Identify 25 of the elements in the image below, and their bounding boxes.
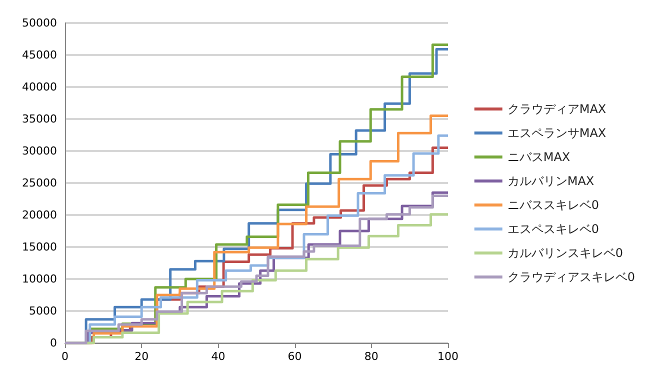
- legend-label: ニバスMAX: [507, 150, 570, 164]
- y-tick-label: 5000: [29, 304, 57, 318]
- y-tick-label: 15000: [22, 240, 57, 254]
- y-tick-label: 40000: [22, 80, 57, 94]
- x-tick-label: 80: [364, 350, 378, 363]
- y-tick-label: 35000: [22, 112, 57, 126]
- x-tick-label: 0: [62, 350, 68, 363]
- y-tick-label: 10000: [22, 272, 57, 286]
- y-tick-label: 0: [50, 336, 57, 350]
- legend-label: クラウディアMAX: [507, 102, 606, 116]
- legend-label: クラウディアスキレベ0: [507, 270, 636, 284]
- y-tick-label: 45000: [22, 48, 57, 62]
- x-tick-label: 60: [288, 350, 302, 363]
- y-tick-label: 50000: [22, 16, 57, 30]
- legend-label: エスペスキレベ0: [507, 222, 600, 236]
- y-tick-label: 25000: [22, 176, 57, 190]
- y-tick-label: 30000: [22, 144, 57, 158]
- legend-label: カルバリンMAX: [507, 174, 594, 188]
- x-tick-label: 100: [438, 350, 458, 363]
- x-tick-label: 20: [134, 350, 149, 363]
- legend-label: ニバススキレベ0: [507, 198, 600, 212]
- y-tick-label: 20000: [22, 208, 57, 222]
- x-tick-label: 40: [211, 350, 226, 363]
- legend-label: カルバリンスキレベ0: [507, 246, 624, 260]
- legend-label: エスペランサMAX: [507, 126, 606, 140]
